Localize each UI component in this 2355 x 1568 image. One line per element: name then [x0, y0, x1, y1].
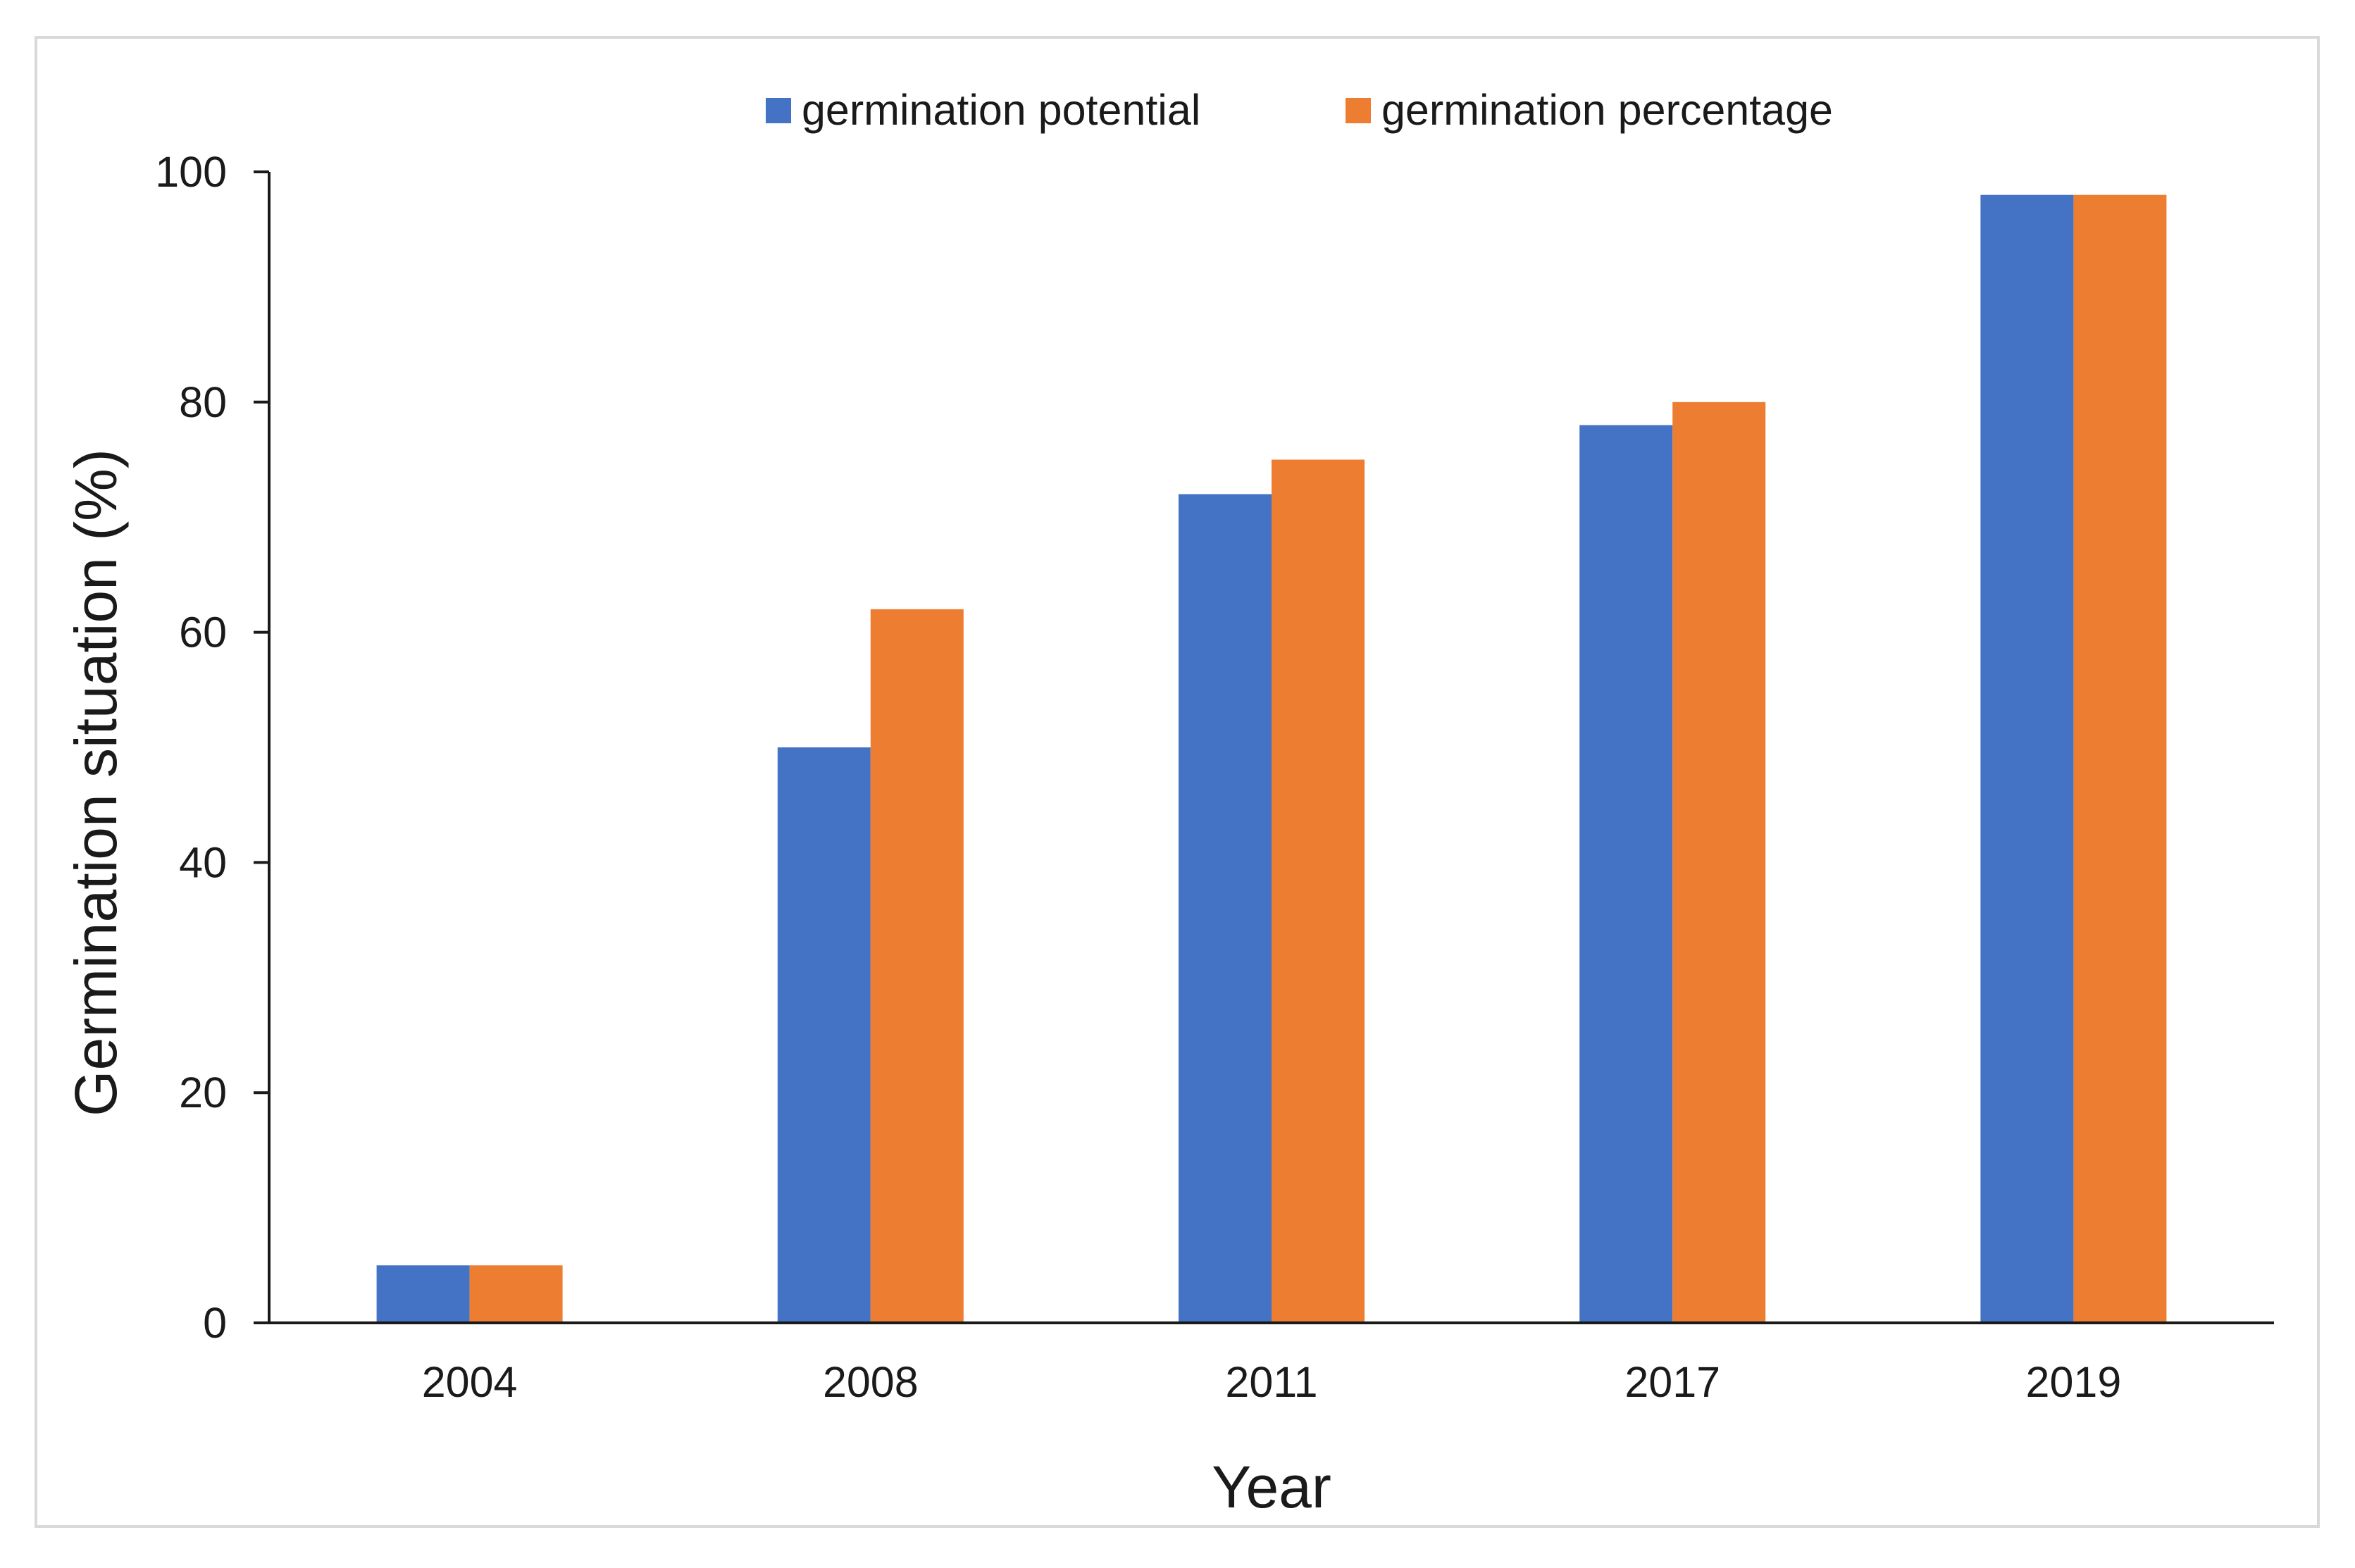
- x-tick-label: 2011: [1225, 1358, 1317, 1406]
- bar-germination-potential-2017: [1579, 425, 1673, 1323]
- bar-germination-potential-2019: [1980, 194, 2074, 1324]
- y-tick-label: 0: [203, 1299, 227, 1347]
- legend-label: germination percentage: [1381, 86, 1833, 134]
- bar-germination-percentage-2017: [1672, 402, 1766, 1323]
- axes-group: [268, 172, 2274, 1324]
- y-tick-label: 40: [179, 838, 227, 886]
- bar-germination-potential-2004: [376, 1265, 470, 1323]
- y-tick-label: 100: [155, 148, 227, 196]
- legend-swatch: [766, 98, 791, 123]
- x-axis-title: Year: [1212, 1454, 1331, 1520]
- x-tick-label: 2017: [1624, 1358, 1720, 1406]
- y-tick-label: 60: [179, 609, 227, 657]
- y-tick-label: 80: [179, 378, 227, 426]
- x-tick-label: 2019: [2026, 1358, 2122, 1406]
- legend: germination potential germination percent…: [766, 86, 1833, 134]
- bars-group: [376, 194, 2167, 1324]
- y-axis-title: Germination situation (%): [63, 449, 129, 1116]
- bar-germination-potential-2008: [777, 747, 871, 1323]
- bar-germination-percentage-2004: [469, 1265, 563, 1323]
- legend-swatch: [1346, 98, 1371, 123]
- x-ticks-group: 2004 2008 2011 2017 2019: [422, 1358, 2122, 1406]
- bar-germination-percentage-2019: [2073, 194, 2167, 1324]
- y-tick-label: 20: [179, 1069, 227, 1116]
- legend-label: germination potential: [802, 86, 1200, 134]
- x-tick-label: 2008: [823, 1358, 919, 1406]
- bar-germination-percentage-2008: [870, 609, 964, 1323]
- bar-germination-potential-2011: [1179, 494, 1272, 1323]
- bar-germination-percentage-2011: [1272, 459, 1365, 1323]
- x-tick-label: 2004: [422, 1358, 518, 1406]
- y-ticks-group: 0 20 40 60 80 100: [155, 148, 269, 1347]
